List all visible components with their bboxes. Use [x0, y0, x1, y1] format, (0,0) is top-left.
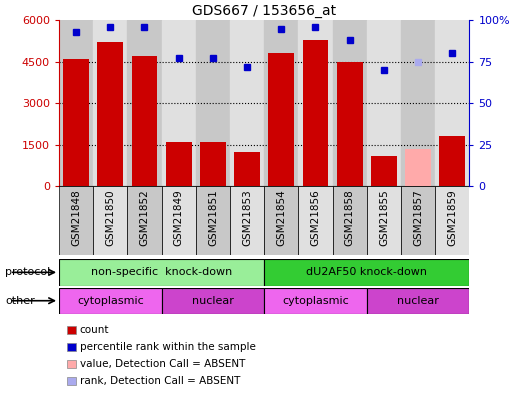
Text: GSM21849: GSM21849 — [174, 190, 184, 247]
Bar — [230, 186, 264, 255]
Bar — [332, 186, 367, 255]
Text: non-specific  knock-down: non-specific knock-down — [91, 267, 232, 277]
Title: GDS667 / 153656_at: GDS667 / 153656_at — [192, 4, 336, 18]
Bar — [162, 186, 196, 255]
Bar — [332, 20, 367, 186]
Text: percentile rank within the sample: percentile rank within the sample — [80, 342, 255, 352]
Bar — [264, 288, 367, 314]
Bar — [367, 186, 401, 255]
Text: cytoplasmic: cytoplasmic — [77, 296, 144, 306]
Bar — [162, 20, 196, 186]
Bar — [234, 152, 260, 186]
Text: protocol: protocol — [5, 267, 50, 277]
Bar — [166, 142, 191, 186]
Bar — [127, 20, 162, 186]
Bar — [59, 20, 93, 186]
Text: GSM21854: GSM21854 — [277, 190, 286, 247]
Bar — [264, 186, 299, 255]
Bar — [63, 59, 89, 186]
Bar — [435, 20, 469, 186]
Text: GSM21856: GSM21856 — [310, 190, 321, 247]
Bar — [93, 186, 127, 255]
Bar — [440, 136, 465, 186]
Bar — [401, 20, 435, 186]
Text: GSM21848: GSM21848 — [71, 190, 81, 247]
Bar — [59, 186, 93, 255]
Bar — [162, 288, 264, 314]
Bar — [405, 149, 431, 186]
Bar — [268, 53, 294, 186]
Bar — [435, 186, 469, 255]
Bar — [367, 288, 469, 314]
Text: GSM21858: GSM21858 — [345, 190, 354, 247]
Bar — [303, 40, 328, 186]
Text: dU2AF50 knock-down: dU2AF50 knock-down — [306, 267, 427, 277]
Text: rank, Detection Call = ABSENT: rank, Detection Call = ABSENT — [80, 376, 240, 386]
Text: GSM21853: GSM21853 — [242, 190, 252, 247]
Text: GSM21850: GSM21850 — [105, 190, 115, 246]
Bar — [59, 259, 264, 286]
Bar — [367, 20, 401, 186]
Bar — [371, 156, 397, 186]
Bar — [196, 20, 230, 186]
Bar — [93, 20, 127, 186]
Text: value, Detection Call = ABSENT: value, Detection Call = ABSENT — [80, 359, 245, 369]
Bar — [264, 259, 469, 286]
Text: cytoplasmic: cytoplasmic — [282, 296, 349, 306]
Text: count: count — [80, 325, 109, 335]
Bar — [337, 62, 363, 186]
Bar — [196, 186, 230, 255]
Text: GSM21851: GSM21851 — [208, 190, 218, 247]
Bar — [299, 20, 332, 186]
Text: GSM21859: GSM21859 — [447, 190, 457, 247]
Text: other: other — [5, 296, 35, 306]
Bar — [200, 142, 226, 186]
Text: nuclear: nuclear — [192, 296, 234, 306]
Bar — [401, 186, 435, 255]
Text: GSM21857: GSM21857 — [413, 190, 423, 247]
Bar — [132, 56, 157, 186]
Text: GSM21855: GSM21855 — [379, 190, 389, 247]
Bar — [97, 43, 123, 186]
Bar — [264, 20, 299, 186]
Bar — [230, 20, 264, 186]
Bar — [299, 186, 332, 255]
Text: nuclear: nuclear — [397, 296, 439, 306]
Bar — [127, 186, 162, 255]
Text: GSM21852: GSM21852 — [140, 190, 149, 247]
Bar — [59, 288, 162, 314]
